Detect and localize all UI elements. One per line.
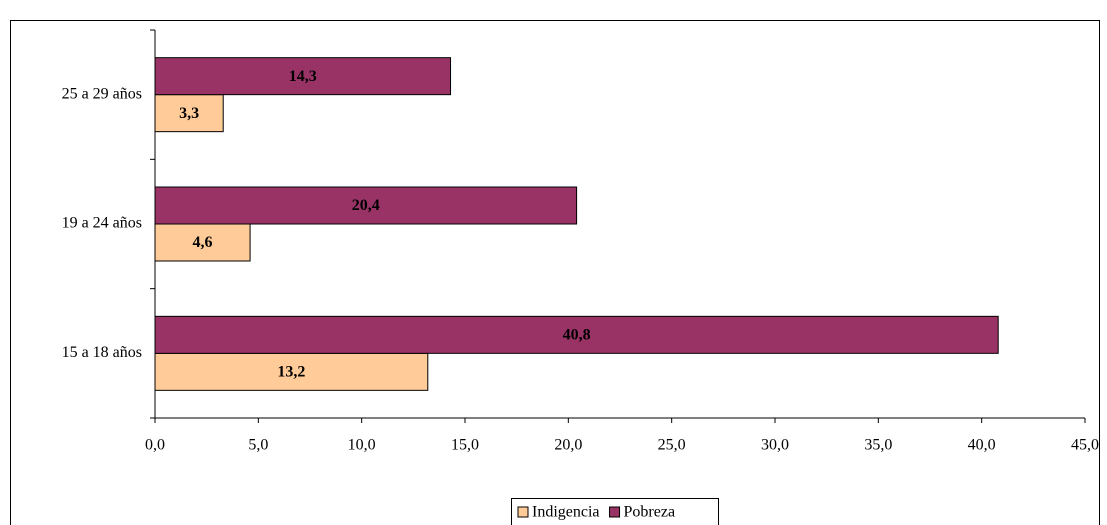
y-tick-label: 19 a 24 años xyxy=(62,215,142,232)
y-tick-label: 15 a 18 años xyxy=(62,344,142,361)
value-label: 4,6 xyxy=(193,234,213,251)
legend-label: Pobreza xyxy=(624,504,676,521)
bar xyxy=(154,315,999,354)
x-tick-label: 5,0 xyxy=(248,437,268,454)
x-tick-label: 15,0 xyxy=(451,437,479,454)
x-tick-label: 35,0 xyxy=(864,437,892,454)
value-label: 3,3 xyxy=(179,105,199,122)
value-label: 40,8 xyxy=(563,327,591,344)
legend-swatch xyxy=(609,506,621,518)
x-tick-label: 40,0 xyxy=(968,437,996,454)
legend-label: Indigencia xyxy=(532,504,600,521)
y-tick-label: 25 a 29 años xyxy=(62,85,142,102)
bar xyxy=(154,352,429,391)
x-tick-label: 30,0 xyxy=(761,437,789,454)
value-label: 13,2 xyxy=(277,364,305,381)
x-tick-label: 45,0 xyxy=(1071,437,1099,454)
x-tick-label: 10,0 xyxy=(348,437,376,454)
value-label: 14,3 xyxy=(289,68,317,85)
bar xyxy=(154,57,452,96)
x-tick-label: 25,0 xyxy=(658,437,686,454)
legend xyxy=(511,498,719,525)
x-tick-label: 0,0 xyxy=(145,437,165,454)
legend-swatch xyxy=(517,506,529,518)
value-label: 20,4 xyxy=(352,197,380,214)
x-tick-label: 20,0 xyxy=(554,437,582,454)
bar xyxy=(154,186,578,225)
